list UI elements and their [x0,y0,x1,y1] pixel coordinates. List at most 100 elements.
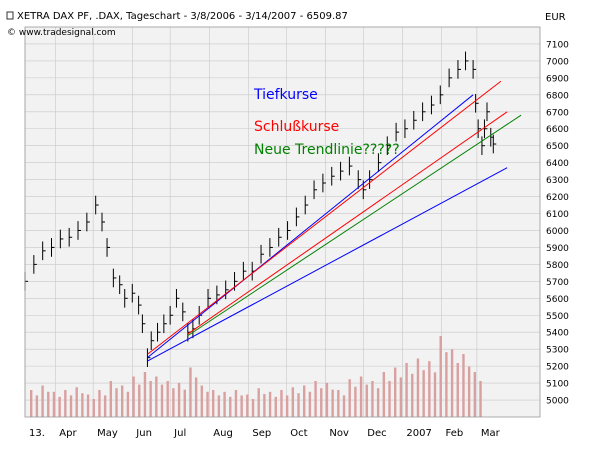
y-tick-label: 6100 [546,210,569,220]
volume-bar [428,361,431,417]
volume-bar [86,394,90,417]
currency-label: EUR [545,12,566,23]
volume-bar [98,390,101,417]
volume-bar [160,384,164,417]
trendline [147,80,502,355]
volume-bar [467,366,471,417]
y-tick-label: 5200 [546,363,569,373]
y-tick-label: 5900 [546,244,569,254]
trendline [187,111,508,335]
y-tick-label: 5000 [546,397,569,407]
x-tick-label: Apr [59,428,77,439]
volume-bar [212,390,215,417]
y-tick-label: 6500 [546,142,569,152]
volume-bar [354,386,357,417]
x-tick-label: Oct [290,428,307,439]
instrument-icon [6,11,14,20]
y-tick-label: 5500 [546,312,569,322]
volume-bar [251,399,255,417]
x-tick-label: Nov [329,428,349,439]
volume-bar [64,390,67,417]
volume-bar [257,388,260,417]
y-tick-label: 6600 [546,125,569,135]
volume-bar [240,395,243,417]
volume-bar [411,373,414,417]
volume-bar [405,363,408,417]
y-tick-label: 6900 [546,74,569,84]
volume-bar [371,381,374,417]
plot-border [24,26,541,418]
volume-bar [234,390,238,417]
volume-bar [456,363,459,417]
volume-bar [314,381,317,417]
volume-bar [81,393,84,417]
y-tick-label: 6300 [546,176,569,186]
y-tick-label: 5100 [546,380,569,390]
volume-bar [246,394,249,417]
volume-bar [422,370,425,417]
trendline [187,114,522,337]
volume-bar [376,388,380,417]
volume-bar [75,387,78,417]
volume-bar [229,396,232,417]
chart-title: XETRA DAX PF, .DAX, Tageschart - 3/8/200… [17,11,348,22]
x-tick-label: Dec [367,428,386,439]
volume-bar [138,384,141,417]
volume-bar [399,377,403,417]
volume-bar [388,381,391,417]
volume-bar [359,376,363,417]
y-tick-label: 5800 [546,261,569,271]
volume-bar [462,354,465,417]
volume-bar [445,352,448,417]
axes: 5000 5100 5200 5300 5400 5500 5600 5700 5800 5900… [24,26,569,439]
trendline [147,167,508,362]
volume-bar [166,381,169,417]
volume-bar [331,389,334,417]
volume-bar [132,376,135,417]
y-tick-label: 6200 [546,193,569,203]
y-tick-label: 6000 [546,227,569,237]
y-tick-label: 5300 [546,346,569,356]
volume-bar [217,395,221,417]
volume-bar [189,367,192,417]
volume-bar [280,390,283,417]
volume-bar [297,393,300,417]
volume-bar [450,349,454,417]
volume-bar [35,395,39,417]
x-tick-label: Jun [135,428,152,439]
y-tick-label: 6700 [546,108,569,118]
y-tick-label: 6800 [546,91,569,101]
volume-bar [268,391,272,417]
volume-bar [194,377,198,417]
y-tick-label: 5600 [546,295,569,305]
volume-bar [479,381,482,417]
volume-bar [121,385,124,417]
volume-bar [342,395,346,417]
volume-bar [308,391,312,417]
x-tick-label: 13. [29,428,45,439]
volume-bar [433,372,437,417]
volume-bar [274,396,277,417]
plot-area [25,27,540,417]
volume-bar [109,381,113,417]
volume-bar [52,391,56,417]
y-tick-label: 5400 [546,329,569,339]
volume-bar [41,385,44,417]
x-tick-label: Aug [213,428,233,439]
volume-bar [177,382,181,417]
y-tick-label: 7000 [546,57,569,67]
volume-bar [325,382,329,417]
volume-bar [183,389,186,417]
y-tick-label: 5700 [546,278,569,288]
x-tick-label: May [97,428,118,439]
volume-bar [143,372,147,417]
volume-bar [103,395,107,417]
volume-bar [30,390,33,417]
volume-bar [69,395,73,417]
x-tick-label: 2007 [406,428,431,439]
volume-bar [206,391,209,417]
volume-bar [382,372,386,417]
volume-bar [92,399,95,417]
